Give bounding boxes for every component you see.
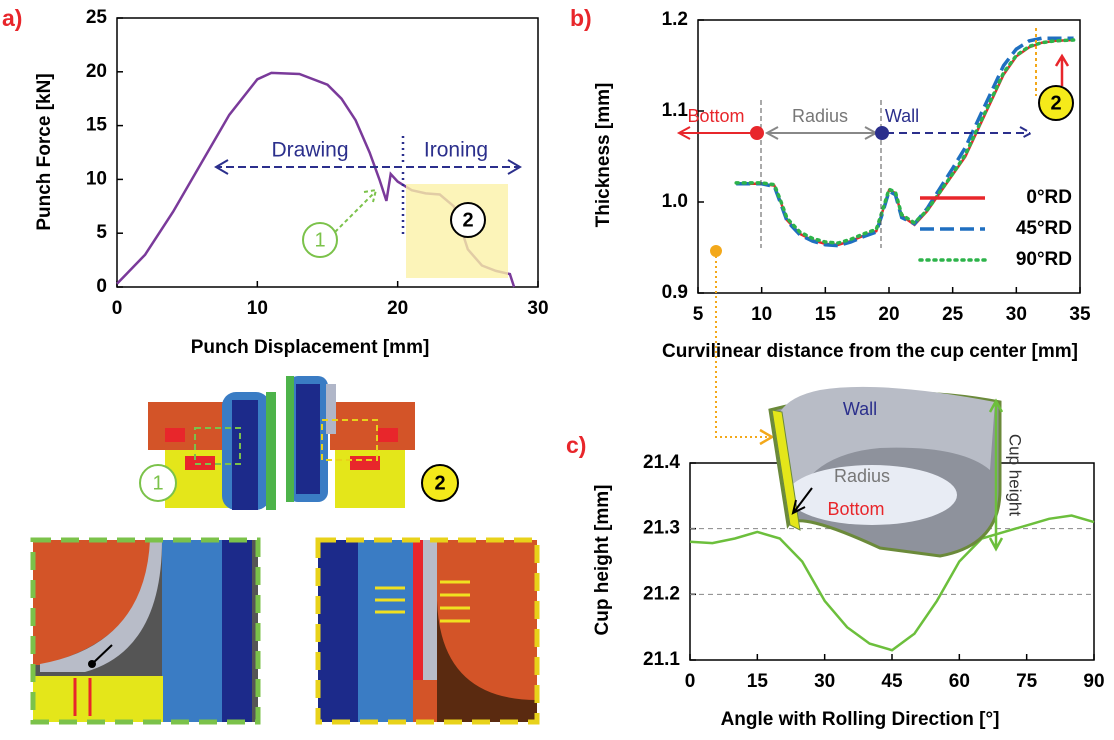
cup-floor (787, 465, 957, 525)
callout-circle (302, 222, 338, 258)
y-tick-label: 10 (86, 168, 107, 189)
x-tick-label: 5 (693, 304, 704, 325)
y-axis-title: Cup height [mm] (592, 485, 613, 636)
connector (715, 251, 770, 438)
annotation: Radius (834, 466, 890, 486)
connector-head (759, 428, 775, 446)
annotation: 2 (462, 209, 473, 231)
y-tick-label: 20 (86, 61, 107, 82)
callout-circle (450, 202, 486, 238)
x-tick-label: 0 (112, 298, 123, 319)
x-axis-title: Punch Displacement [mm] (191, 337, 430, 358)
annotation: 2 (1050, 92, 1061, 114)
y-tick-label: 5 (96, 222, 107, 243)
y-tick-label: 1.0 (662, 191, 688, 212)
x-axis-title: Curvilinear distance from the cup center… (662, 341, 1078, 362)
x-tick-label: 60 (949, 671, 970, 692)
annotation: Cup height (1006, 434, 1025, 517)
callout-arrow (334, 188, 378, 233)
x-tick-label: 30 (814, 671, 835, 692)
annotation: Bottom (827, 499, 884, 519)
zone-arrow (676, 126, 757, 140)
y-axis-title: Thickness [mm] (593, 83, 614, 228)
x-tick-label: 75 (1016, 671, 1038, 692)
zoom-detail-1 (30, 537, 261, 725)
y-tick-label: 21.2 (643, 583, 680, 604)
y-tick-label: 0.9 (662, 282, 688, 303)
legend-label: 45°RD (1016, 218, 1072, 239)
x-tick-label: 15 (747, 671, 769, 692)
diagram-label-2: 2 (421, 464, 459, 502)
x-tick-label: 20 (387, 298, 408, 319)
zone-dot (750, 126, 764, 140)
diagram-label: 2 (434, 472, 445, 494)
annotation: Ironing (424, 139, 488, 162)
data-line (734, 38, 1076, 245)
x-tick-label: 35 (1069, 304, 1091, 325)
x-tick-label: 45 (881, 671, 903, 692)
annotation: Bottom (687, 106, 744, 126)
legend-label: 90°RD (1016, 249, 1072, 270)
annotation: Wall (843, 399, 877, 419)
y-tick-label: 21.1 (643, 649, 680, 670)
panel-label: b) (570, 5, 592, 31)
diagram-label-1: 1 (139, 464, 177, 502)
diagram-label: 1 (152, 472, 163, 494)
annotation: Wall (885, 106, 919, 126)
x-tick-label: 10 (247, 298, 268, 319)
x-tick-label: 30 (1006, 304, 1027, 325)
y-tick-label: 25 (86, 7, 108, 28)
x-tick-label: 0 (685, 671, 696, 692)
x-tick-label: 25 (942, 304, 964, 325)
panel-label: c) (566, 432, 586, 458)
zone-dot (875, 126, 889, 140)
annotation: 1 (314, 229, 325, 251)
data-line (689, 514, 1095, 652)
cup-arrow (791, 487, 813, 515)
plot-frame (697, 19, 1081, 294)
x-axis-title: Angle with Rolling Direction [°] (721, 709, 1000, 730)
zone-arrow (886, 126, 1034, 140)
y-tick-label: 0 (96, 276, 107, 297)
panel-label: a) (2, 5, 22, 31)
x-tick-label: 30 (527, 298, 548, 319)
x-tick-label: 90 (1083, 671, 1104, 692)
annotation: Radius (792, 106, 848, 126)
callout-circle (1038, 85, 1074, 121)
y-tick-label: 1.2 (662, 9, 688, 30)
x-tick-label: 10 (751, 304, 772, 325)
height-arrow (988, 398, 1004, 552)
annotation: Drawing (271, 139, 348, 162)
cup-wall-cut (771, 409, 801, 531)
y-tick-label: 15 (86, 115, 108, 136)
y-axis-title: Punch Force [kN] (34, 73, 55, 230)
cup-inner (780, 386, 995, 520)
y-tick-label: 1.1 (662, 100, 689, 121)
y-tick-label: 21.4 (643, 452, 680, 473)
zoom-detail-2 (315, 537, 540, 725)
y-tick-label: 21.3 (643, 518, 680, 539)
legend-label: 0°RD (1026, 187, 1072, 208)
x-tick-label: 20 (878, 304, 899, 325)
callout-arrow (1054, 53, 1070, 86)
x-tick-label: 15 (815, 304, 837, 325)
tool-assembly (148, 376, 415, 510)
